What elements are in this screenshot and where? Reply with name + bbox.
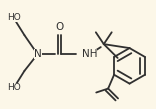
Text: HO: HO [7, 83, 20, 92]
Text: HO: HO [7, 13, 20, 22]
Text: NH: NH [82, 49, 98, 59]
Text: O: O [55, 22, 63, 32]
Text: N: N [34, 49, 42, 59]
